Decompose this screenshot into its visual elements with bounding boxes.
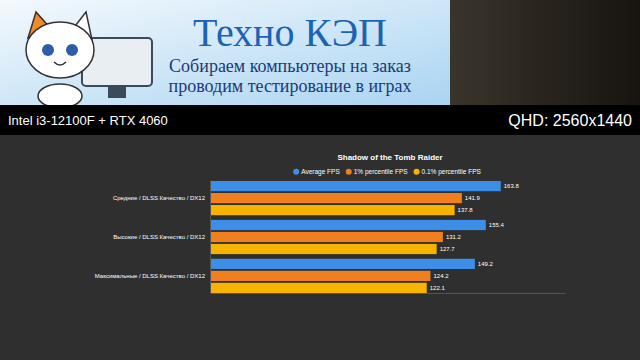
data-labels: 163.8 155.4 149.2 141.9 131.2 124.2 137.8 127.7… — [430, 183, 520, 291]
data-label: 122.1 — [430, 285, 446, 291]
legend-marker — [346, 169, 352, 175]
tick-label: Максимальные / DLSS Качество / DX12 — [95, 273, 206, 279]
info-strip — [0, 105, 640, 135]
bar — [210, 181, 501, 191]
legend-item: 1% percentile FPS — [346, 168, 408, 176]
logo — [26, 12, 152, 108]
data-label: 163.8 — [504, 183, 520, 189]
bar — [210, 232, 443, 242]
legend-label: 0.1% percentile FPS — [422, 168, 482, 176]
info-left: Intel i3-12100F + RTX 4060 — [8, 113, 168, 128]
banner-photo — [450, 0, 640, 105]
legend-marker — [414, 169, 420, 175]
bar — [210, 205, 455, 215]
info-right: QHD: 2560x1440 — [508, 112, 632, 129]
data-label: 127.7 — [440, 246, 456, 252]
bar — [210, 220, 486, 230]
tick: Высокие / DLSS Качество / DX12 — [113, 234, 210, 240]
bars — [210, 181, 501, 293]
page: Техно КЭПСобираем компьютеры на заказпро… — [0, 0, 640, 360]
legend: Average FPS 1% percentile FPS 0.1% percent… — [293, 168, 481, 176]
bar — [210, 193, 462, 203]
bar — [210, 259, 475, 269]
x-axis — [211, 293, 566, 294]
banner-line: проводим тестирование в играх — [169, 76, 412, 96]
bar — [210, 244, 437, 254]
legend-marker — [293, 169, 299, 175]
chart-background — [0, 135, 640, 360]
banner-title: Техно КЭП — [193, 10, 387, 55]
data-label: 137.8 — [458, 207, 474, 213]
bar — [210, 283, 427, 293]
tick: Максимальные / DLSS Качество / DX12 — [95, 273, 210, 279]
data-label: 131.2 — [446, 234, 462, 240]
axis-line — [211, 293, 566, 294]
tick: Средние / DLSS Качество / DX12 — [113, 195, 210, 201]
chart-title: Shadow of the Tomb Raider — [337, 153, 442, 162]
data-label: 141.9 — [465, 195, 481, 201]
legend-label: Average FPS — [301, 168, 340, 176]
tick-label: Высокие / DLSS Качество / DX12 — [113, 234, 205, 240]
y-axis: Средние / DLSS Качество / DX12 Высокие / … — [95, 182, 211, 294]
legend-label: 1% percentile FPS — [354, 168, 408, 176]
legend-item: 0.1% percentile FPS — [414, 168, 482, 176]
data-label: 124.2 — [433, 273, 449, 279]
legend-item: Average FPS — [293, 168, 340, 176]
data-label: 149.2 — [478, 261, 494, 267]
axis-line — [210, 182, 211, 294]
tick-label: Средние / DLSS Качество / DX12 — [113, 195, 206, 201]
banner-line: Собираем компьютеры на заказ — [169, 56, 411, 76]
bar — [210, 271, 430, 281]
data-label: 155.4 — [489, 222, 505, 228]
